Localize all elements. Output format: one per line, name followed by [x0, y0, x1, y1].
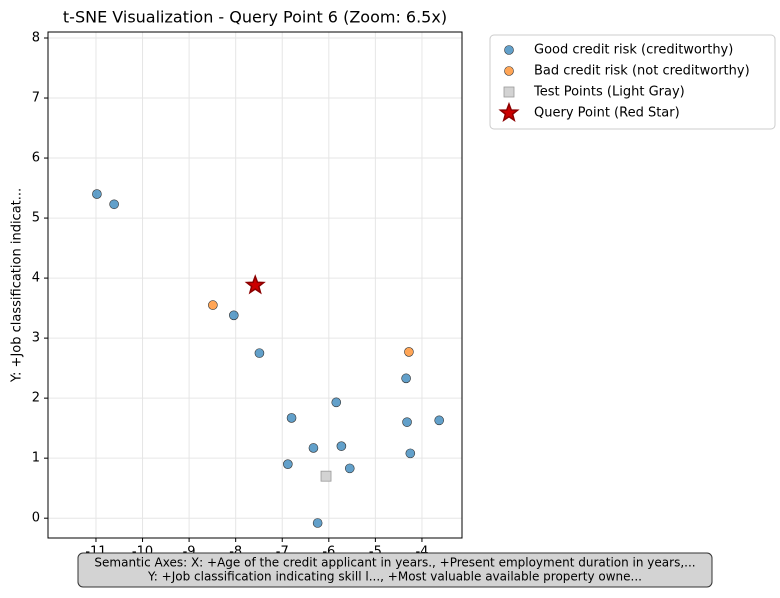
y-tick-label: 6 — [32, 151, 40, 166]
y-axis-label: Y: +Job classification indicat... — [10, 188, 25, 383]
point — [331, 397, 342, 408]
point — [504, 66, 514, 76]
test-point — [503, 86, 515, 98]
query-point — [244, 274, 266, 295]
legend-label: Bad credit risk (not creditworthy) — [534, 64, 750, 79]
point — [254, 348, 265, 358]
point — [344, 463, 355, 474]
annotation: Y: +Job classification indicating skill … — [147, 570, 642, 584]
point — [283, 459, 293, 469]
chart-title: t-SNE Visualization - Query Point 6 (Zoo… — [63, 8, 447, 27]
legend-label: Query Point (Red Star) — [534, 106, 680, 121]
point — [405, 448, 416, 459]
annotation-box — [77, 552, 713, 588]
query-point — [498, 101, 520, 123]
point — [402, 417, 412, 427]
point — [336, 441, 347, 451]
y-tick-label: 3 — [32, 331, 40, 346]
point — [434, 415, 444, 426]
point — [312, 518, 323, 528]
y-tick-label: 8 — [32, 31, 40, 46]
legend-box — [489, 34, 776, 130]
annotation: Semantic Axes: X: +Age of the credit app… — [94, 556, 695, 570]
point — [286, 413, 297, 423]
point — [308, 443, 319, 453]
point — [404, 347, 414, 357]
y-tick-label: 1 — [32, 451, 40, 466]
point — [92, 189, 102, 199]
point — [208, 300, 218, 310]
y-tick-label: 7 — [32, 91, 40, 106]
y-tick-label: 5 — [32, 211, 40, 226]
point — [401, 373, 411, 384]
legend-label: Good credit risk (creditworthy) — [534, 43, 733, 58]
legend-label: Test Points (Light Gray) — [533, 85, 685, 100]
point — [229, 310, 239, 321]
point — [504, 45, 514, 55]
test-point — [320, 470, 332, 482]
point — [109, 199, 119, 210]
plot-frame — [47, 31, 463, 539]
y-tick-label: 2 — [32, 391, 40, 406]
y-tick-label: 0 — [32, 511, 40, 526]
y-tick-label: 4 — [32, 271, 40, 286]
